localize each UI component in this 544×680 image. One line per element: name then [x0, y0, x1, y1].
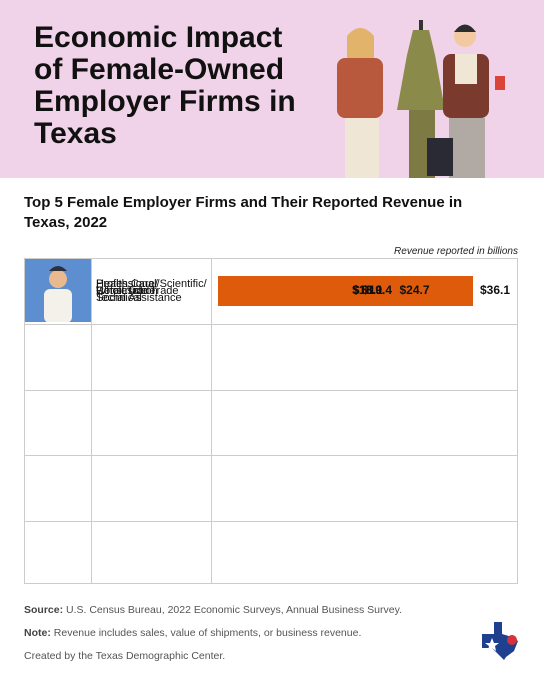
- note-text: Revenue includes sales, value of shipmen…: [53, 627, 362, 639]
- value-label: $36.1: [480, 283, 511, 298]
- value-label: $24.7: [399, 283, 430, 298]
- category-label: Wholesale Trade: [96, 285, 179, 298]
- note-label: Note:: [24, 627, 51, 639]
- row: Construction $19.4: [25, 259, 517, 583]
- note: Note: Revenue includes sales, value of s…: [24, 627, 361, 639]
- chart-table: Wholesale Trade $36.1 Retail Trade $24.7 Con…: [24, 258, 518, 584]
- category-label: Retail Trade: [96, 285, 156, 298]
- category-label: Construction: [96, 285, 158, 298]
- logo: [482, 622, 518, 660]
- category-label: Health Care/ Social Assistance: [96, 278, 182, 305]
- row: Retail Trade $24.7: [25, 259, 517, 583]
- chart-title: Top 5 Female Employer Firms and Their Re…: [24, 194, 463, 231]
- source: Source: U.S. Census Bureau, 2022 Economi…: [24, 604, 402, 616]
- row-icon: [25, 259, 91, 322]
- value-label: $19.4: [362, 283, 393, 298]
- credit: Created by the Texas Demographic Center.: [24, 650, 226, 662]
- bar: [218, 276, 346, 307]
- header: Economic Impact of Female-Owned Employer…: [0, 0, 544, 178]
- value-label: $18.0: [352, 283, 383, 298]
- axis-label: Revenue reported in billions: [394, 246, 518, 257]
- illustration: [337, 20, 505, 178]
- row-divider: [91, 259, 92, 583]
- source-text: U.S. Census Bureau, 2022 Economic Survey…: [66, 604, 402, 616]
- column-divider: [211, 259, 212, 583]
- row: Professional/Scientific/ Technical $18.0: [25, 259, 517, 587]
- header-title: Economic Impact of Female-Owned Employer…: [34, 21, 296, 150]
- category-label: Professional/Scientific/ Technical: [96, 278, 207, 305]
- value-label: $18.1: [352, 283, 383, 298]
- source-label: Source:: [24, 604, 64, 616]
- row: Health Care/ Social Assistance $18.1: [25, 259, 517, 583]
